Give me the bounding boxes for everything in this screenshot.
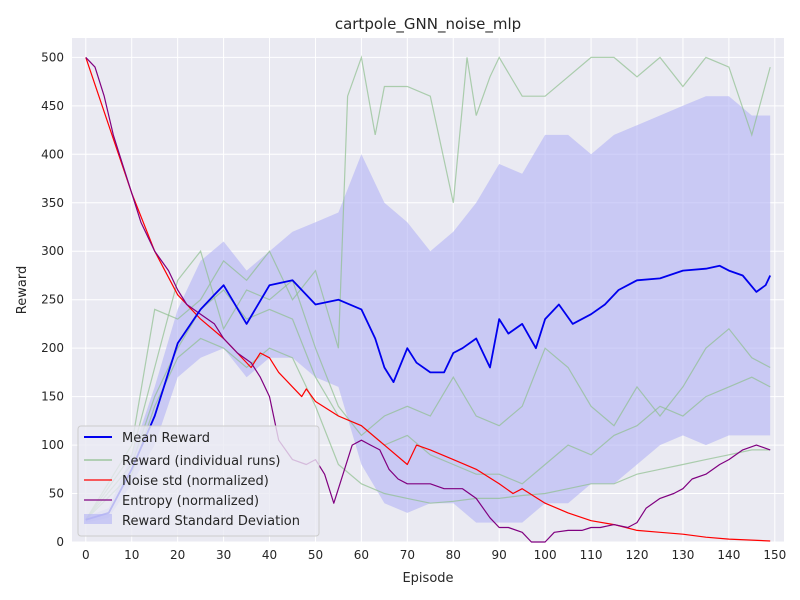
x-tick-label: 40 [262,548,277,562]
x-tick-label: 150 [763,548,786,562]
individual-run-line-4 [85,337,771,521]
legend-label-noise-std: Noise std (normalized) [122,474,269,489]
legend-label-mean-reward: Mean Reward [122,431,210,446]
x-tick-label: 80 [446,548,461,562]
individual-runs-layer [85,55,771,521]
entropy-series-line [85,56,771,543]
y-tick-label: 150 [41,390,64,404]
y-tick-label: 450 [41,99,64,113]
x-tick-label: 110 [580,548,603,562]
x-tick-label: 120 [626,548,649,562]
x-tick-label: 50 [308,548,323,562]
y-tick-label: 50 [49,487,64,501]
legend-label-entropy: Entropy (normalized) [122,494,259,509]
y-tick-label: 300 [41,244,64,258]
x-tick-label: 100 [534,548,557,562]
y-tick-label: 0 [56,535,64,549]
y-tick-labels: 0 50 100 150 200 250 300 350 400 450 500 [41,50,64,549]
x-tick-label: 0 [82,548,90,562]
y-axis-label: Reward [15,266,30,314]
std-band [85,96,771,523]
individual-run-line-3 [85,289,771,521]
x-tick-label: 90 [492,548,507,562]
x-tick-label: 130 [671,548,694,562]
y-tick-label: 200 [41,341,64,355]
x-tick-label: 30 [216,548,231,562]
individual-run-line-2 [85,249,771,521]
legend-swatch-std-band [84,514,112,524]
y-tick-label: 350 [41,196,64,210]
x-tick-label: 140 [717,548,740,562]
std-band-layer [85,96,771,523]
y-tick-label: 400 [41,147,64,161]
y-tick-label: 100 [41,438,64,452]
x-tick-label: 70 [400,548,415,562]
chart-title: cartpole_GNN_noise_mlp [335,15,521,34]
series-layer [85,56,772,543]
mean-series-line [85,264,772,521]
legend-box [77,425,320,537]
x-tick-label: 60 [354,548,369,562]
legend-label-individual-runs: Reward (individual runs) [122,454,281,469]
x-axis-label: Episode [402,571,453,586]
x-tick-label: 10 [124,548,139,562]
legend-label-std-band: Reward Standard Deviation [122,514,300,529]
individual-run-line-1 [85,55,771,521]
x-tick-label: 20 [170,548,185,562]
y-tick-label: 500 [41,50,64,64]
y-tick-label: 250 [41,293,64,307]
x-tick-labels: 0 10 20 30 40 50 60 70 80 90 100 110 120 130 140 150 [82,548,786,562]
legend: Mean Reward Reward (individual runs) Noi… [77,425,320,537]
